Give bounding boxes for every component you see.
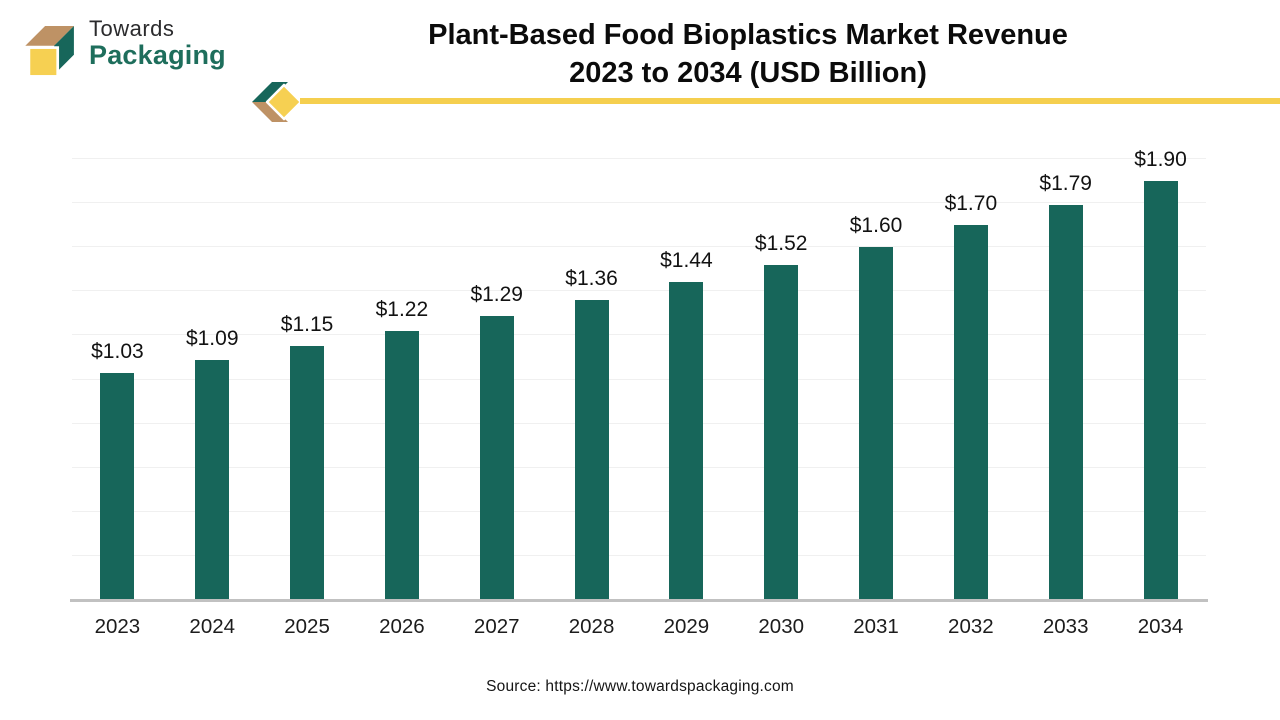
bar (479, 315, 514, 600)
brand-logo: Towards Packaging (15, 8, 226, 80)
x-axis-label: 2024 (189, 615, 236, 638)
bar-column: $1.22 2026 (354, 159, 449, 638)
bar-value-label: $1.44 (660, 249, 713, 273)
brand-logo-text: Towards Packaging (89, 16, 226, 70)
x-axis-label: 2027 (473, 615, 520, 638)
x-axis-label: 2025 (284, 615, 330, 638)
x-axis-label: 2031 (853, 615, 899, 638)
bar-column: $1.44 2029 (639, 159, 734, 638)
bar-value-label: $1.15 (280, 313, 334, 337)
bar-value-label: $1.90 (1134, 148, 1187, 172)
x-axis-line (70, 599, 1208, 602)
bar (953, 225, 988, 600)
bar (1048, 205, 1083, 600)
chart-title-line1: Plant-Based Food Bioplastics Market Reve… (428, 19, 1068, 51)
bar (574, 300, 609, 600)
x-axis-label: 2026 (379, 615, 425, 638)
bar (290, 346, 325, 600)
bar (100, 372, 135, 600)
gridline (72, 158, 1206, 159)
bar-value-label: $1.09 (185, 326, 239, 350)
bar-column: $1.03 2023 (70, 159, 165, 638)
gridline (72, 554, 1206, 556)
bars-row: $1.03 2023 $1.09 2024 $1.15 2025 $1.22 2026 $1.2… (70, 148, 1208, 638)
bar-column: $1.60 2031 (829, 159, 924, 638)
gridline (72, 334, 1206, 336)
brand-name-towards: Towards (89, 16, 175, 41)
bar-column: $1.79 2033 (1018, 159, 1113, 638)
bar-column: $1.15 2025 (260, 159, 355, 638)
x-axis-label: 2023 (94, 615, 141, 638)
gridline (72, 202, 1206, 204)
bar (384, 331, 419, 600)
packaging-box-icon (25, 26, 74, 78)
x-axis-label: 2029 (663, 615, 710, 638)
chart-title-line2: 2023 to 2034 (USD Billion) (569, 57, 927, 89)
brand-name-packaging: Packaging (89, 39, 226, 70)
bar-column: $1.70 2032 (923, 159, 1018, 638)
gridline (72, 466, 1206, 468)
gridline (72, 290, 1206, 292)
x-axis-label: 2028 (568, 615, 615, 638)
bar-value-label: $1.70 (944, 192, 998, 216)
bar-column: $1.52 2030 (734, 159, 829, 638)
bar-value-label: $1.29 (470, 282, 523, 306)
x-axis-label: 2032 (948, 615, 994, 638)
bar-value-label: $1.03 (91, 339, 144, 363)
x-axis-label: 2033 (1042, 615, 1089, 638)
bar-value-label: $1.36 (565, 267, 618, 291)
bar-value-label: $1.79 (1039, 172, 1092, 196)
bar-column: $1.36 2028 (544, 159, 639, 638)
bar-chart: $1.03 2023 $1.09 2024 $1.15 2025 $1.22 2026 $1.2… (70, 148, 1208, 638)
bar (859, 247, 894, 600)
bar (669, 282, 704, 600)
bar (1143, 181, 1178, 600)
bar-value-label: $1.52 (754, 231, 808, 255)
bar (195, 359, 230, 600)
bar-column: $1.29 2027 (449, 159, 544, 638)
bar (764, 264, 799, 600)
gridline (72, 246, 1206, 248)
gridline (72, 378, 1206, 380)
bar-value-label: $1.22 (375, 298, 429, 321)
bar-column: $1.09 2024 (165, 159, 260, 638)
source-text: Source: https://www.towardspackaging.com (486, 678, 794, 695)
x-axis-label: 2030 (758, 615, 805, 638)
diamond-arrow-icon (252, 82, 303, 122)
gridline (72, 510, 1206, 512)
chart-title: Plant-Based Food Bioplastics Market Reve… (216, 16, 1280, 92)
gridline (72, 422, 1206, 424)
accent-divider-line (300, 98, 1280, 104)
bar-column: $1.90 2034 (1113, 148, 1208, 638)
bar-value-label: $1.60 (849, 214, 903, 238)
x-axis-label: 2034 (1137, 615, 1184, 638)
